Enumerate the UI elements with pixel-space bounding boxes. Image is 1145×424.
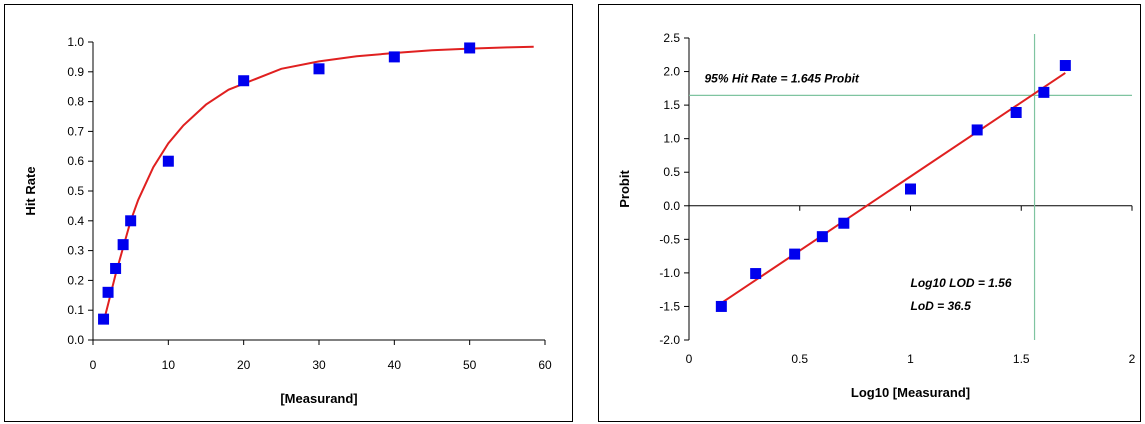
hit-rate-data-point (464, 42, 476, 54)
hit-rate-y-tick-label: 0.6 (67, 154, 84, 168)
probit-data-point (971, 124, 983, 136)
hit-rate-y-tick-label: 0.0 (67, 333, 84, 347)
probit-y-tick-label: 0.0 (663, 199, 680, 213)
probit-y-tick-label: -2.0 (659, 333, 680, 347)
probit-y-tick-label: 0.5 (663, 165, 680, 179)
hit-rate-x-tick-label: 60 (538, 358, 552, 372)
probit-data-point (1038, 86, 1050, 98)
hit-rate-x-tick-label: 0 (90, 358, 97, 372)
hit-rate-y-tick-label: 0.1 (67, 303, 84, 317)
probit-x-tick-label: 1 (907, 352, 914, 366)
probit-y-tick-label: -1.0 (659, 266, 680, 280)
probit-data-point (715, 300, 727, 312)
probit-x-tick-label: 1.5 (1013, 352, 1030, 366)
hit-rate-data-point (313, 63, 325, 75)
hit-rate-data-point (162, 155, 174, 167)
hit-rate-x-tick-label: 10 (162, 358, 176, 372)
probit-annotation: 95% Hit Rate = 1.645 Probit (705, 71, 860, 85)
hit-rate-data-point (388, 51, 400, 63)
probit-y-tick-label: 2.0 (663, 65, 680, 79)
probit-data-point (905, 183, 916, 195)
probit-y-axis-title: Probit (617, 170, 632, 208)
hit-rate-data-point (125, 215, 137, 227)
probit-data-point (750, 268, 762, 280)
hit-rate-chart: 0.0 0.1 0.2 0.3 0.4 0.5 0.6 0.7 0.8 0.9 1.0 0 10 20 30… (23, 35, 552, 406)
hit-rate-data-point (102, 286, 114, 298)
probit-y-tick-label: 1.0 (663, 132, 680, 146)
probit-annotation: Log10 LOD = 1.56 (911, 276, 1012, 290)
probit-fit-line (720, 72, 1066, 304)
hit-rate-data-point (110, 262, 122, 274)
hit-rate-x-tick-label: 40 (388, 358, 402, 372)
probit-x-tick-label: 2 (1129, 352, 1136, 366)
hit-rate-y-tick-label: 0.8 (67, 95, 84, 109)
probit-chart-panel: -2.0 -1.5 -1.0 -0.5 0.0 0.5 1.0 1.5 2.0 2.5 0 0.5 1 1… (598, 4, 1141, 422)
hit-rate-y-tick-label: 0.3 (67, 244, 84, 258)
hit-rate-y-tick-label: 0.5 (67, 184, 84, 198)
probit-x-tick-label: 0 (686, 352, 693, 366)
hit-rate-y-tick-label: 0.2 (67, 273, 84, 287)
probit-data-point (1010, 106, 1022, 118)
hit-rate-data-point (238, 75, 250, 87)
probit-x-tick-label: 0.5 (791, 352, 808, 366)
hit-rate-y-tick-label: 0.4 (67, 214, 84, 228)
probit-data-point (816, 231, 828, 243)
probit-chart: -2.0 -1.5 -1.0 -0.5 0.0 0.5 1.0 1.5 2.0 2.5 0 0.5 1 1… (617, 31, 1136, 400)
hit-rate-fit-line (102, 45, 534, 323)
probit-data-point (789, 248, 801, 260)
hit-rate-y-tick-label: 1.0 (67, 35, 84, 49)
probit-annotation: LoD = 36.5 (911, 299, 972, 313)
hit-rate-y-tick-label: 0.9 (67, 65, 84, 79)
hit-rate-data-point (117, 239, 129, 251)
probit-data-point (1059, 60, 1071, 72)
probit-data-point (838, 217, 850, 229)
hit-rate-x-axis-title: [Measurand] (280, 391, 357, 406)
probit-y-tick-label: 1.5 (663, 98, 680, 112)
hit-rate-x-tick-label: 20 (237, 358, 251, 372)
probit-y-tick-label: -1.5 (659, 299, 680, 313)
probit-x-axis-title: Log10 [Measurand] (851, 385, 970, 400)
hit-rate-chart-panel: 0.0 0.1 0.2 0.3 0.4 0.5 0.6 0.7 0.8 0.9 1.0 0 10 20 30… (4, 4, 573, 422)
probit-y-tick-label: -0.5 (659, 232, 680, 246)
hit-rate-data-point (98, 313, 110, 325)
hit-rate-y-tick-label: 0.7 (67, 124, 84, 138)
hit-rate-x-tick-label: 30 (312, 358, 326, 372)
probit-y-tick-label: 2.5 (663, 31, 680, 45)
hit-rate-y-axis-title: Hit Rate (23, 166, 38, 215)
hit-rate-x-tick-label: 50 (463, 358, 477, 372)
